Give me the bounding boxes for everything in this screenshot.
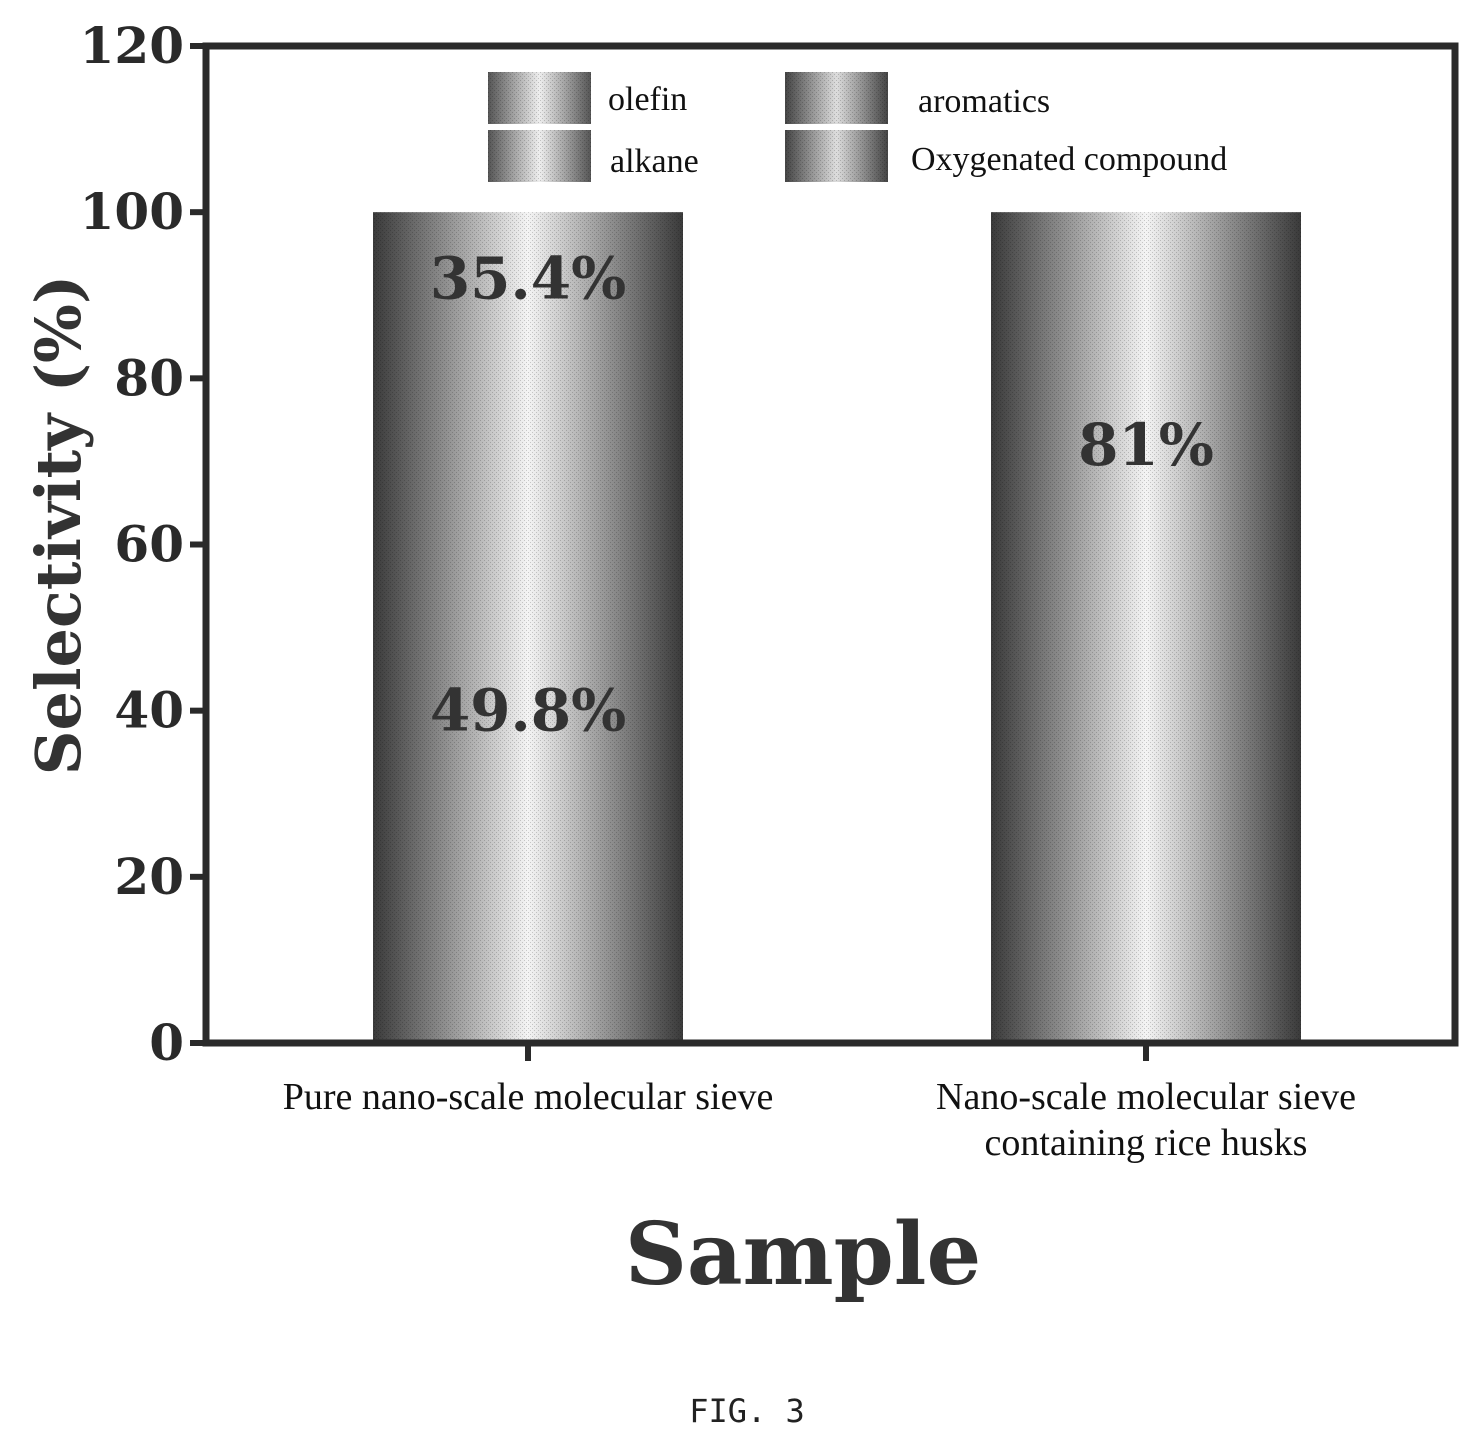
data-label-0: 35.4% [430,245,626,313]
category-labels: Pure nano-scale molecular sieve Nano-scal… [283,1076,1356,1164]
y-tick-label-6: 120 [80,16,184,75]
y-tick-label-4: 80 [114,348,184,407]
x-tick-label-1-line-0: Nano-scale molecular sieve [936,1076,1356,1118]
x-tick-label-1-line-1: containing rice husks [985,1122,1308,1164]
y-tick-label-2: 40 [114,681,184,740]
bars-layer [373,212,1301,1043]
y-tick-label-1: 20 [114,847,184,906]
y-axis-title: Selectivity (%) [22,275,95,776]
legend-label-1: aromatics [918,83,1050,120]
bar-texture-1 [991,212,1301,1043]
legend-swatch-texture-2 [488,130,591,182]
x-tick-label-0-line-0: Pure nano-scale molecular sieve [283,1076,774,1118]
legend-label-3: Oxygenated compound [911,141,1227,178]
y-axis-ticks: 0 20 40 60 80 100 120 [80,16,206,1072]
legend-label-2: alkane [610,143,699,180]
data-label-2: 81% [1078,411,1214,479]
legend-swatch-texture-1 [785,72,888,124]
legend: olefin aromatics alkane Oxygenated compound [488,72,1227,182]
y-tick-label-3: 60 [114,515,184,574]
figure-caption: FIG. 3 [689,1392,805,1430]
data-label-1: 49.8% [430,677,626,745]
legend-swatch-texture-0 [488,72,591,124]
data-labels-layer: 35.4% 49.8% 81% [430,245,1214,745]
legend-swatch-texture-3 [785,130,888,182]
y-tick-label-5: 100 [80,182,184,241]
x-axis-title: Sample [625,1204,981,1305]
legend-label-0: olefin [608,81,687,118]
y-tick-label-0: 0 [149,1013,184,1072]
bar-texture-0 [373,212,683,1043]
x-axis-ticks [525,1043,1149,1061]
